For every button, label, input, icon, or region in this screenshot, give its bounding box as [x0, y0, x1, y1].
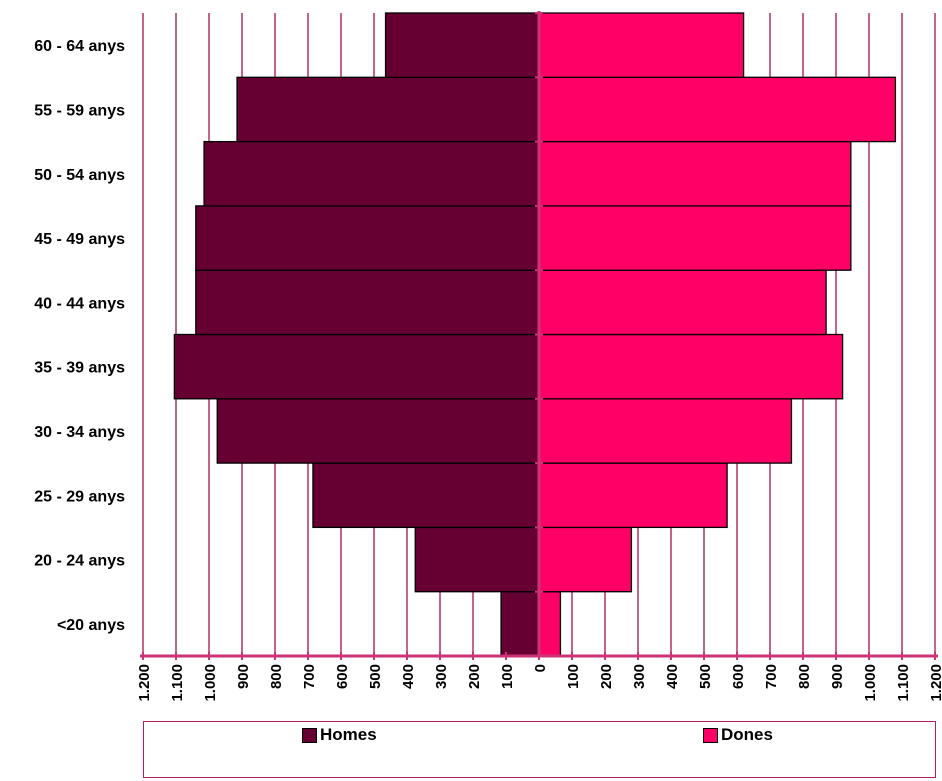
bar-dones	[538, 333, 844, 400]
bar-dones	[538, 76, 897, 143]
x-tick-label: 800	[796, 664, 813, 689]
x-tick-label: 600	[730, 664, 747, 689]
x-tick-label: 800	[268, 664, 285, 689]
bar-homes	[500, 591, 540, 657]
legend-item-homes: Homes	[302, 725, 377, 745]
bar-homes	[216, 398, 540, 464]
x-tick-label: 500	[367, 664, 384, 689]
x-tick-label: 700	[301, 664, 318, 689]
x-tick-label: 500	[697, 664, 714, 689]
bar-homes	[195, 205, 540, 271]
y-category-label: 50 - 54 anys	[34, 167, 125, 184]
y-category-label: 20 - 24 anys	[34, 553, 125, 570]
legend-item-dones: Dones	[703, 725, 773, 745]
bar-homes	[173, 333, 540, 400]
y-category-label: <20 anys	[57, 617, 125, 634]
bar-homes	[312, 462, 540, 529]
x-tick-label: 1.200	[928, 664, 942, 702]
bar-homes	[384, 12, 540, 78]
legend-swatch-homes	[302, 727, 317, 743]
x-tick-label: 1.100	[895, 664, 912, 702]
x-tick-label: 300	[631, 664, 648, 689]
x-tick-label: 300	[433, 664, 450, 689]
bar-homes	[414, 526, 540, 593]
legend-label-dones: Dones	[721, 725, 773, 744]
x-tick-label: 1.000	[862, 664, 879, 702]
x-tick-label: 700	[763, 664, 780, 689]
bar-dones	[538, 526, 633, 593]
bar-dones	[538, 140, 852, 207]
y-category-label: 55 - 59 anys	[34, 102, 125, 119]
y-category-label: 60 - 64 anys	[34, 38, 125, 55]
y-category-label: 45 - 49 anys	[34, 231, 125, 248]
bar-homes	[236, 76, 540, 143]
bar-dones	[538, 269, 827, 336]
bar-dones	[538, 591, 562, 657]
x-tick-label: 400	[400, 664, 417, 689]
x-tick-label: 100	[565, 664, 582, 689]
legend-label-homes: Homes	[320, 725, 377, 744]
bar-dones	[538, 398, 793, 464]
y-category-label: 30 - 34 anys	[34, 424, 125, 441]
x-tick-label: 200	[598, 664, 615, 689]
bar-dones	[538, 205, 852, 271]
x-tick-label: 400	[664, 664, 681, 689]
y-category-label: 25 - 29 anys	[34, 488, 125, 505]
x-tick-label: 900	[235, 664, 252, 689]
x-tick-label: 0	[532, 664, 549, 672]
x-tick-label: 1.000	[202, 664, 219, 702]
x-tick-label: 600	[334, 664, 351, 689]
x-tick-label: 1.100	[169, 664, 186, 702]
bar-dones	[538, 12, 745, 78]
x-tick-label: 1.200	[136, 664, 153, 702]
bar-homes	[195, 269, 540, 336]
x-tick-label: 200	[466, 664, 483, 689]
x-tick-label: 100	[499, 664, 516, 689]
legend-swatch-dones	[703, 727, 718, 743]
bar-dones	[538, 462, 728, 529]
chart-legend: Homes Dones	[143, 721, 936, 778]
x-tick-label: 900	[829, 664, 846, 689]
y-category-label: 40 - 44 anys	[34, 295, 125, 312]
bar-homes	[203, 140, 540, 207]
y-category-label: 35 - 39 anys	[34, 360, 125, 377]
